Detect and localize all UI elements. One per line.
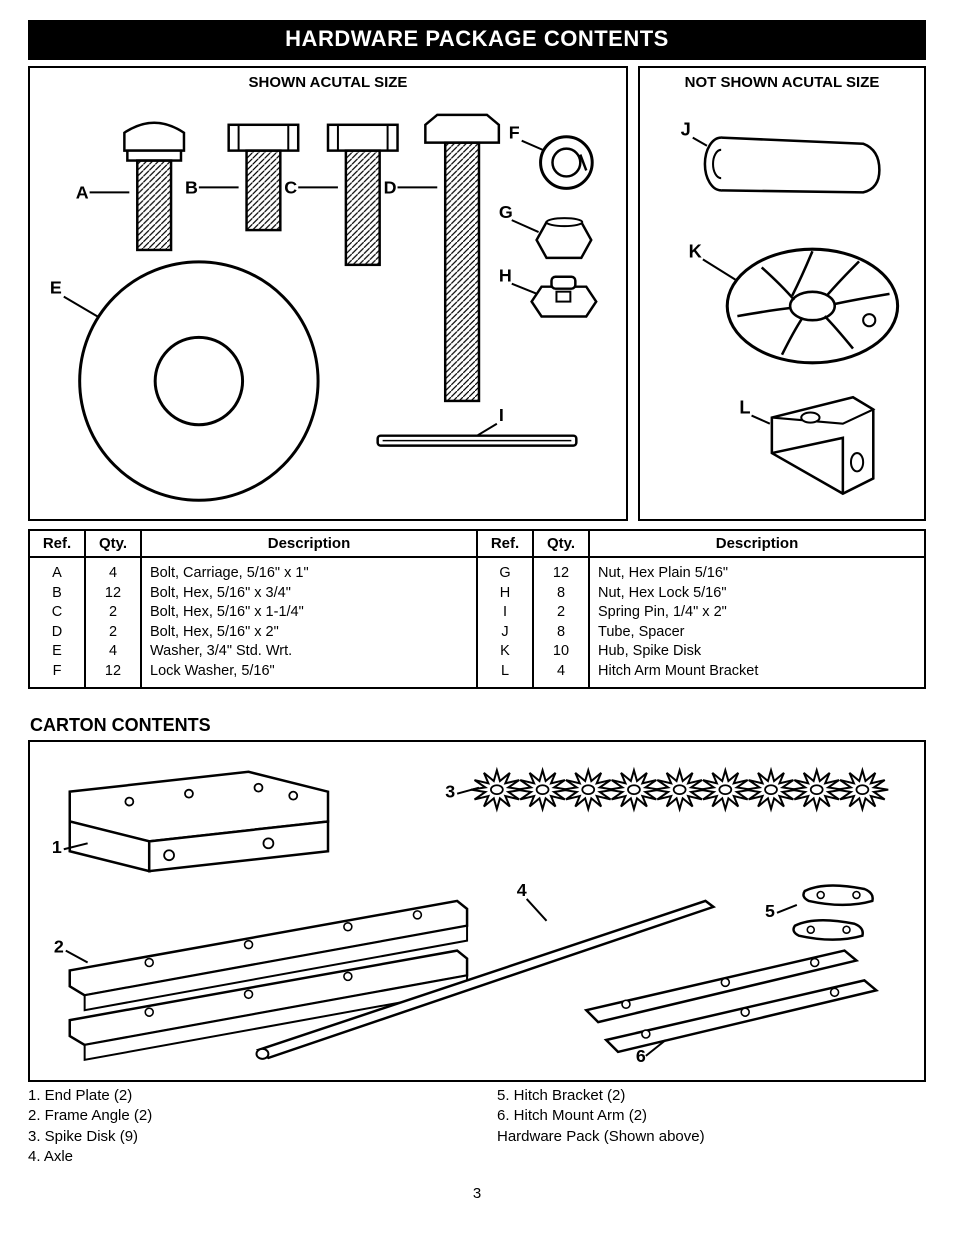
table-cell: 12: [542, 564, 580, 584]
table-cell: Hitch Arm Mount Bracket: [598, 662, 916, 682]
table-header-desc: Description: [142, 531, 476, 556]
table-cell: D: [38, 623, 76, 643]
table-left-refs: ABCDEF: [30, 558, 86, 687]
legend-line: 6. Hitch Mount Arm (2): [497, 1106, 926, 1126]
table-cell: Hub, Spike Disk: [598, 642, 916, 662]
svg-text:4: 4: [517, 880, 527, 900]
hardware-table: Ref. Qty. Description ABCDEF 41222412 Bo…: [28, 529, 926, 689]
carton-legend-left: 1. End Plate (2)2. Frame Angle (2)3. Spi…: [28, 1086, 457, 1167]
table-cell: 2: [94, 603, 132, 623]
legend-line: Hardware Pack (Shown above): [497, 1127, 926, 1147]
table-header-ref: Ref.: [30, 531, 86, 556]
svg-text:G: G: [499, 202, 513, 222]
table-header-qty: Qty.: [534, 531, 590, 556]
table-cell: 10: [542, 642, 580, 662]
carton-contents-panel: 1 3 2: [28, 740, 926, 1082]
svg-text:6: 6: [636, 1046, 646, 1066]
table-cell: G: [486, 564, 524, 584]
svg-text:L: L: [739, 397, 750, 418]
table-cell: 2: [542, 603, 580, 623]
table-cell: F: [38, 662, 76, 682]
svg-text:C: C: [284, 177, 297, 197]
svg-text:5: 5: [765, 901, 775, 921]
table-cell: Bolt, Hex, 5/16" x 1-1/4": [150, 603, 468, 623]
table-cell: Bolt, Carriage, 5/16" x 1": [150, 564, 468, 584]
hardware-table-right: Ref. Qty. Description GHIJKL 12828104 Nu…: [478, 531, 924, 687]
table-cell: Bolt, Hex, 5/16" x 3/4": [150, 584, 468, 604]
table-cell: 12: [94, 584, 132, 604]
carton-contents-title: CARTON CONTENTS: [30, 715, 926, 736]
table-cell: 12: [94, 662, 132, 682]
table-right-descs: Nut, Hex Plain 5/16"Nut, Hex Lock 5/16"S…: [590, 558, 924, 687]
hardware-left-svg: A B C: [30, 93, 626, 510]
table-cell: E: [38, 642, 76, 662]
panel-right-title: NOT SHOWN ACUTAL SIZE: [640, 68, 924, 93]
table-left-descs: Bolt, Carriage, 5/16" x 1"Bolt, Hex, 5/1…: [142, 558, 476, 687]
table-cell: 4: [94, 564, 132, 584]
svg-text:D: D: [384, 177, 397, 197]
table-cell: Washer, 3/4" Std. Wrt.: [150, 642, 468, 662]
table-cell: 8: [542, 584, 580, 604]
svg-text:3: 3: [445, 782, 455, 802]
svg-text:F: F: [509, 123, 520, 143]
svg-text:J: J: [681, 119, 691, 140]
svg-text:1: 1: [52, 838, 62, 858]
table-cell: 4: [94, 642, 132, 662]
panel-shown-actual-size: SHOWN ACUTAL SIZE A: [28, 66, 628, 521]
table-cell: K: [486, 642, 524, 662]
hardware-diagram-row: SHOWN ACUTAL SIZE A: [28, 66, 926, 521]
table-cell: 8: [542, 623, 580, 643]
table-cell: Lock Washer, 5/16": [150, 662, 468, 682]
hardware-right-svg: J K: [640, 93, 924, 519]
table-cell: A: [38, 564, 76, 584]
table-cell: L: [486, 662, 524, 682]
carton-svg: 1 3 2: [30, 742, 924, 1080]
carton-legend: 1. End Plate (2)2. Frame Angle (2)3. Spi…: [28, 1086, 926, 1167]
svg-text:H: H: [499, 266, 512, 286]
table-cell: B: [38, 584, 76, 604]
table-cell: Tube, Spacer: [598, 623, 916, 643]
svg-text:2: 2: [54, 937, 64, 957]
carton-legend-right: 5. Hitch Bracket (2)6. Hitch Mount Arm (…: [497, 1086, 926, 1167]
table-right-qtys: 12828104: [534, 558, 590, 687]
table-cell: C: [38, 603, 76, 623]
table-cell: Spring Pin, 1/4" x 2": [598, 603, 916, 623]
panel-not-shown-actual-size: NOT SHOWN ACUTAL SIZE J: [638, 66, 926, 521]
legend-line: 4. Axle: [28, 1147, 457, 1167]
page-number: 3: [28, 1185, 926, 1202]
table-right-refs: GHIJKL: [478, 558, 534, 687]
svg-text:B: B: [185, 177, 198, 197]
hardware-table-left: Ref. Qty. Description ABCDEF 41222412 Bo…: [30, 531, 478, 687]
table-left-qtys: 41222412: [86, 558, 142, 687]
panel-left-title: SHOWN ACUTAL SIZE: [30, 68, 626, 93]
table-header-ref: Ref.: [478, 531, 534, 556]
table-cell: Nut, Hex Lock 5/16": [598, 584, 916, 604]
table-cell: I: [486, 603, 524, 623]
table-cell: H: [486, 584, 524, 604]
svg-text:K: K: [689, 240, 703, 261]
table-cell: Bolt, Hex, 5/16" x 2": [150, 623, 468, 643]
legend-line: 3. Spike Disk (9): [28, 1127, 457, 1147]
page-banner: HARDWARE PACKAGE CONTENTS: [28, 20, 926, 60]
legend-line: 1. End Plate (2): [28, 1086, 457, 1106]
table-cell: J: [486, 623, 524, 643]
legend-line: 5. Hitch Bracket (2): [497, 1086, 926, 1106]
table-cell: 4: [542, 662, 580, 682]
table-header-desc: Description: [590, 531, 924, 556]
svg-text:E: E: [50, 278, 62, 298]
table-header-qty: Qty.: [86, 531, 142, 556]
table-cell: 2: [94, 623, 132, 643]
table-cell: Nut, Hex Plain 5/16": [598, 564, 916, 584]
svg-text:A: A: [76, 182, 89, 202]
svg-text:I: I: [499, 405, 504, 425]
legend-line: 2. Frame Angle (2): [28, 1106, 457, 1126]
